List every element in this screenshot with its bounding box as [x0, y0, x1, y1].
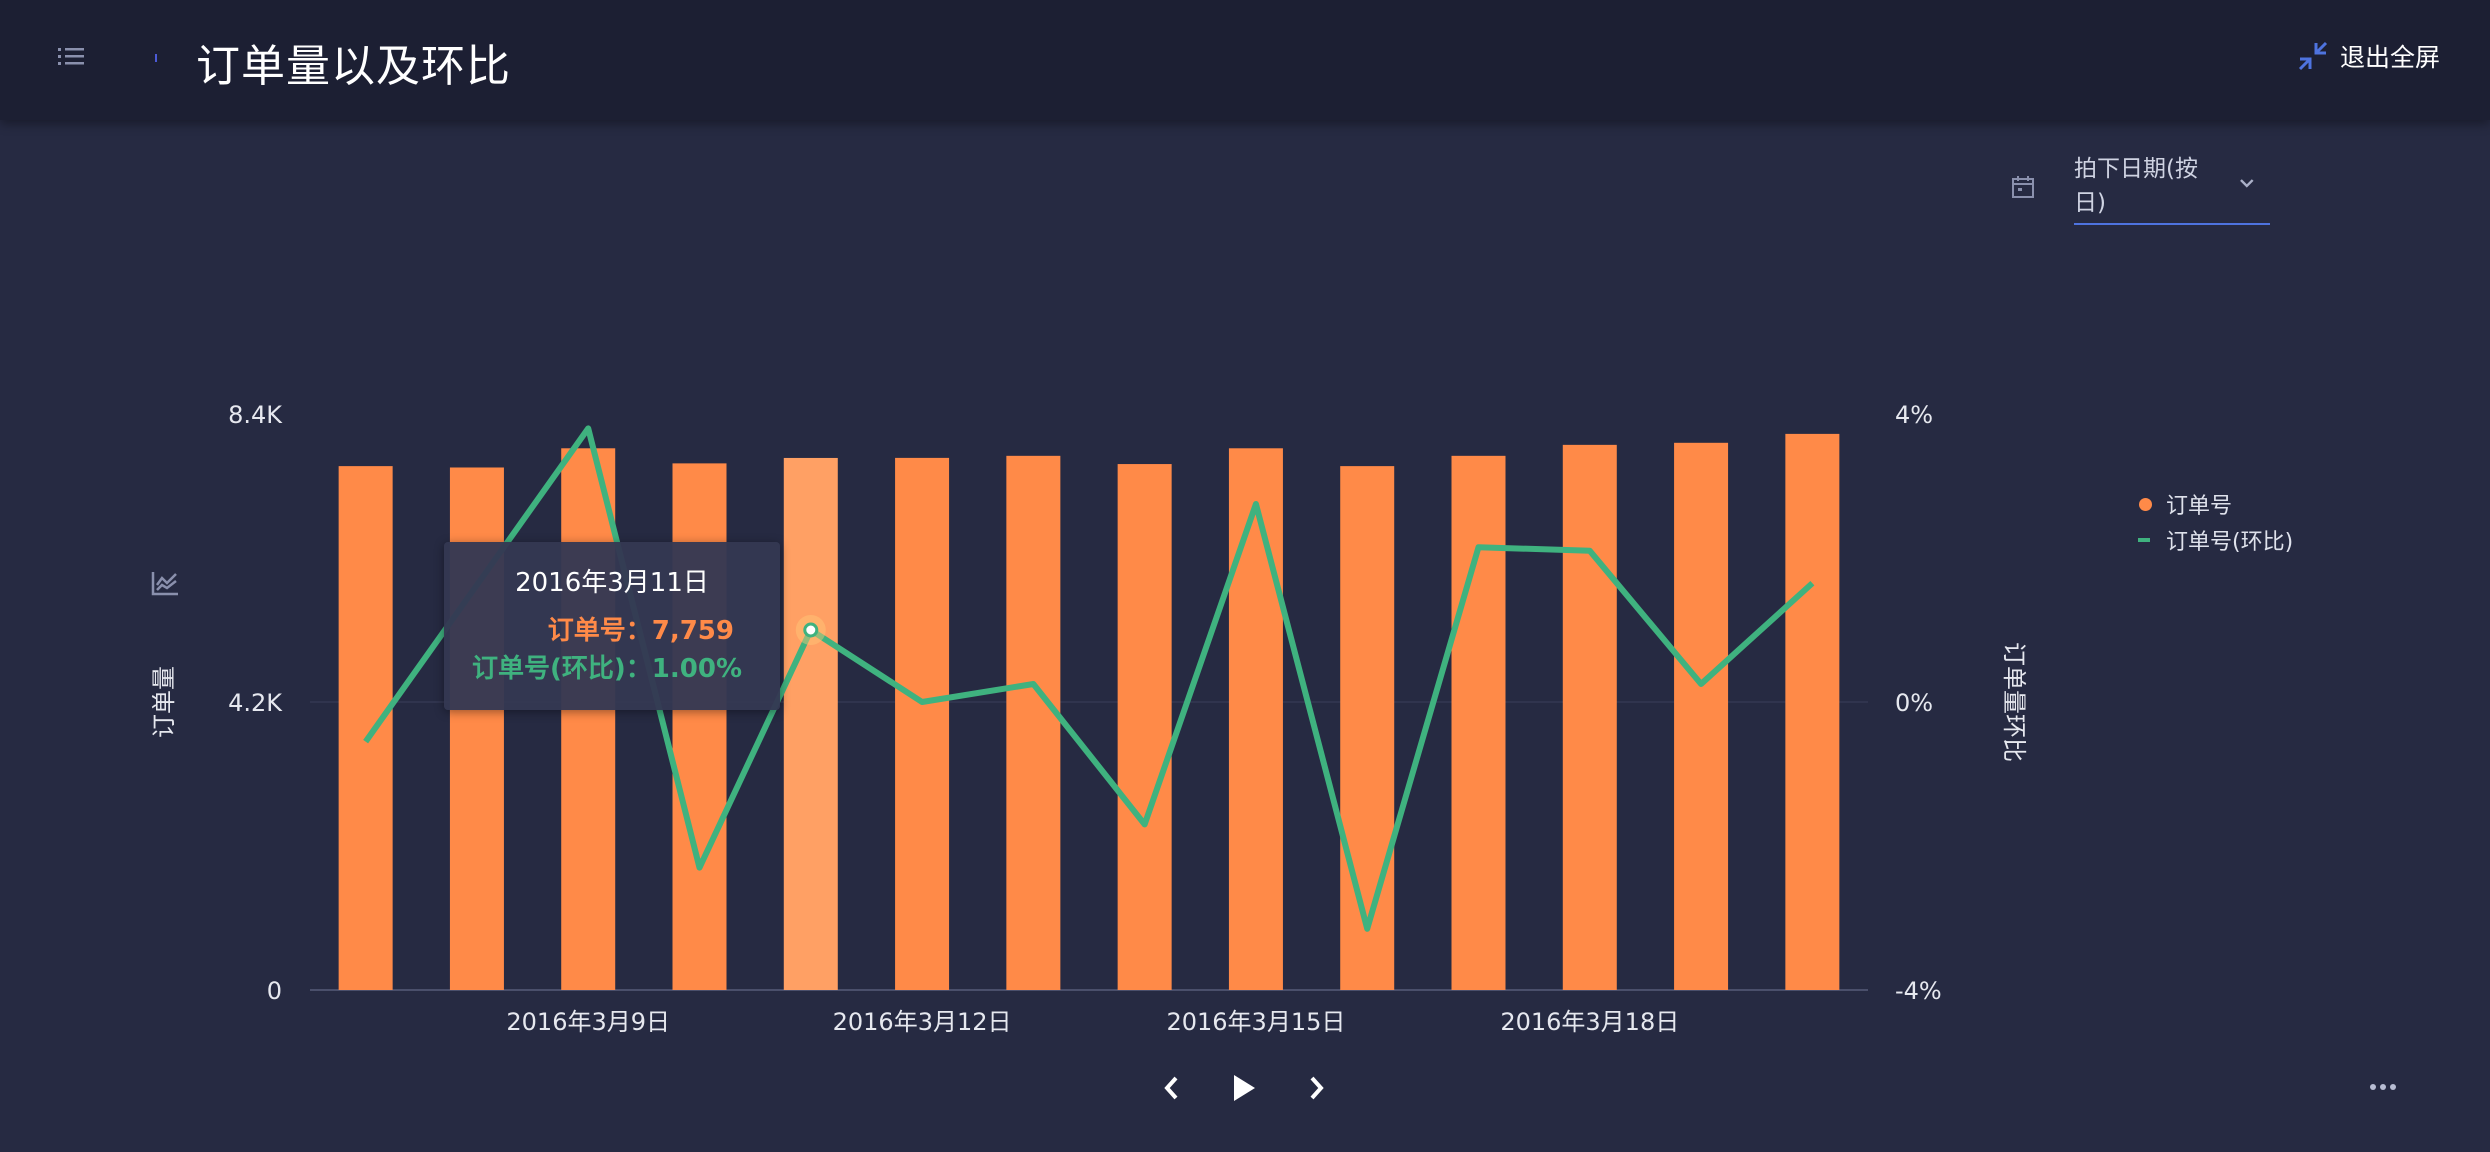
bar — [1674, 442, 1729, 990]
y-tick-label: 0 — [267, 977, 282, 1005]
legend-label-orders-mom: 订单号(环比) — [2166, 530, 2294, 555]
highlight-point — [803, 622, 819, 638]
date-filter: 拍下日期(按日) — [2010, 156, 2270, 225]
bar — [895, 457, 950, 990]
bar — [1451, 455, 1506, 990]
x-tick-label: 2016年3月18日 — [1500, 1008, 1679, 1036]
mom-line — [363, 425, 1815, 932]
tooltip-row-orders: 订单号：7,759 — [547, 616, 734, 646]
y2-axis-title: 订单量环比 — [2000, 642, 2028, 762]
play-button[interactable] — [1222, 1066, 1266, 1110]
bar — [561, 448, 616, 990]
y-tick-label: 4.2K — [228, 689, 283, 717]
chevron-left-icon — [1164, 1076, 1178, 1100]
legend-line-icon — [2138, 538, 2150, 542]
bar — [1228, 448, 1283, 990]
exit-fullscreen-label: 退出全屏 — [2340, 43, 2441, 72]
playback-controls — [1150, 1066, 1340, 1110]
bar — [1562, 444, 1617, 990]
date-granularity-select[interactable]: 拍下日期(按日) — [2074, 149, 2270, 225]
exit-fullscreen-button[interactable]: 退出全屏 — [2296, 34, 2440, 78]
chart-tooltip: 2016年3月11日 订单号：7,759 订单号(环比)：1.00% — [444, 542, 780, 710]
chevron-right-icon — [1310, 1076, 1324, 1100]
chart-legend: 订单号 订单号(环比) — [2136, 486, 2293, 558]
page-title: 订单量以及环比 — [196, 41, 511, 92]
date-granularity-value: 拍下日期(按日) — [2074, 156, 2198, 216]
bar — [1006, 455, 1061, 990]
exit-fullscreen-icon — [2298, 41, 2328, 71]
chart-type-icon[interactable] — [150, 568, 180, 598]
x-tick-label: 2016年3月12日 — [833, 1008, 1012, 1036]
x-tick-label: 2016年3月9日 — [506, 1008, 670, 1036]
y2-tick-label: 0% — [1895, 689, 1933, 717]
y2-tick-label: -4% — [1895, 977, 1942, 1005]
bar — [338, 466, 393, 991]
bar — [783, 457, 838, 990]
legend-label-orders: 订单号 — [2166, 494, 2233, 519]
legend-item-orders-mom[interactable]: 订单号(环比) — [2136, 522, 2293, 558]
x-tick-label: 2016年3月15日 — [1166, 1008, 1345, 1036]
chevron-down-icon — [2240, 179, 2254, 188]
play-icon — [1234, 1075, 1255, 1101]
top-bar: 订单量以及环比 退出全屏 — [0, 0, 2490, 120]
tooltip-title: 2016年3月11日 — [515, 568, 709, 598]
bar — [1117, 464, 1172, 990]
legend-item-orders[interactable]: 订单号 — [2136, 486, 2293, 522]
y-axis-title: 订单量 — [150, 666, 178, 738]
calendar-icon — [2012, 176, 2034, 198]
y-tick-label: 8.4K — [228, 401, 283, 429]
order-volume-chart: 0 4.2K 8.4K -4% 0% 4% 订单量 订单量环比 2016年3月9日 2016年3月… — [150, 401, 2028, 1036]
title-marker — [155, 54, 157, 62]
more-icon[interactable] — [2368, 1080, 2398, 1094]
y2-tick-label: 4% — [1895, 401, 1933, 429]
bar — [1340, 466, 1395, 991]
next-button[interactable] — [1294, 1066, 1338, 1110]
legend-dot-icon — [2139, 497, 2152, 511]
tooltip-row-orders-mom: 订单号(环比)：1.00% — [472, 654, 742, 684]
list-icon[interactable] — [56, 44, 86, 70]
previous-button[interactable] — [1150, 1066, 1194, 1110]
bar — [1785, 433, 1840, 990]
